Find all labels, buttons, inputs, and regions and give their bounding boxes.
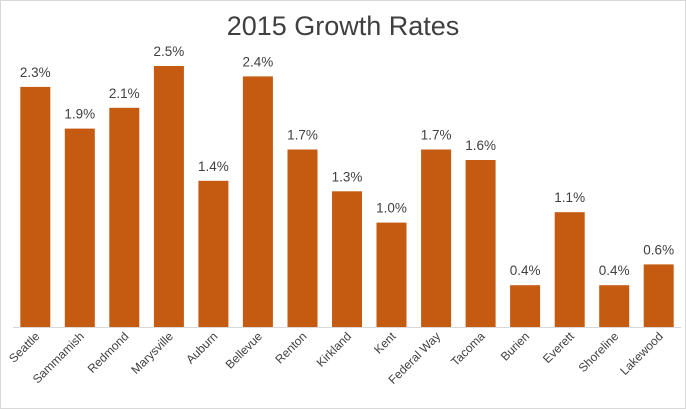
x-tick-label: Redmond — [85, 329, 132, 376]
x-tick-label: Shoreline — [576, 329, 622, 375]
bar-sammamish — [64, 128, 95, 327]
x-tick-label: Kent — [371, 329, 399, 357]
bar-seattle — [20, 86, 51, 328]
data-label: 0.6% — [643, 242, 674, 257]
data-label: 2.5% — [154, 44, 185, 59]
data-label: 1.1% — [554, 190, 585, 205]
data-label: 2.4% — [243, 54, 274, 69]
x-tick-label: Renton — [272, 329, 309, 366]
data-label: 1.0% — [376, 201, 407, 216]
x-tick-label: Everett — [540, 329, 577, 366]
chart-title: 2015 Growth Rates — [226, 11, 460, 41]
data-label: 0.4% — [510, 263, 541, 278]
data-label: 2.3% — [20, 65, 51, 80]
x-tick-label: Kirkland — [314, 329, 355, 370]
data-label: 1.7% — [287, 128, 318, 143]
x-tick-label: Tacoma — [448, 329, 488, 369]
bar-marysville — [153, 66, 184, 327]
x-tick-label: Burien — [498, 329, 532, 363]
bar-federal-way — [421, 149, 452, 327]
bar-kirkland — [332, 191, 362, 327]
bar-shoreline — [599, 285, 630, 327]
bar-auburn — [198, 180, 229, 327]
bar-redmond — [109, 107, 140, 327]
bar-renton — [287, 149, 318, 327]
data-label: 0.4% — [599, 263, 630, 278]
x-tick-label: Lakewood — [617, 329, 666, 378]
x-tick-label: Auburn — [183, 329, 220, 366]
data-label: 1.4% — [198, 159, 229, 174]
bar-bellevue — [242, 76, 273, 328]
x-tick-label: Bellevue — [223, 329, 266, 372]
bar-tacoma — [465, 160, 496, 327]
bar-burien — [510, 285, 541, 327]
bar-kent — [376, 222, 407, 327]
bar-lakewood — [643, 264, 674, 327]
data-label: 1.3% — [332, 169, 363, 184]
data-label: 1.9% — [64, 107, 95, 122]
data-label: 1.6% — [465, 138, 496, 153]
bar-everett — [554, 212, 585, 327]
x-tick-label: Seattle — [6, 329, 43, 366]
data-label: 1.7% — [421, 128, 452, 143]
data-label: 2.1% — [109, 86, 140, 101]
x-tick-label: Marysville — [128, 329, 176, 377]
